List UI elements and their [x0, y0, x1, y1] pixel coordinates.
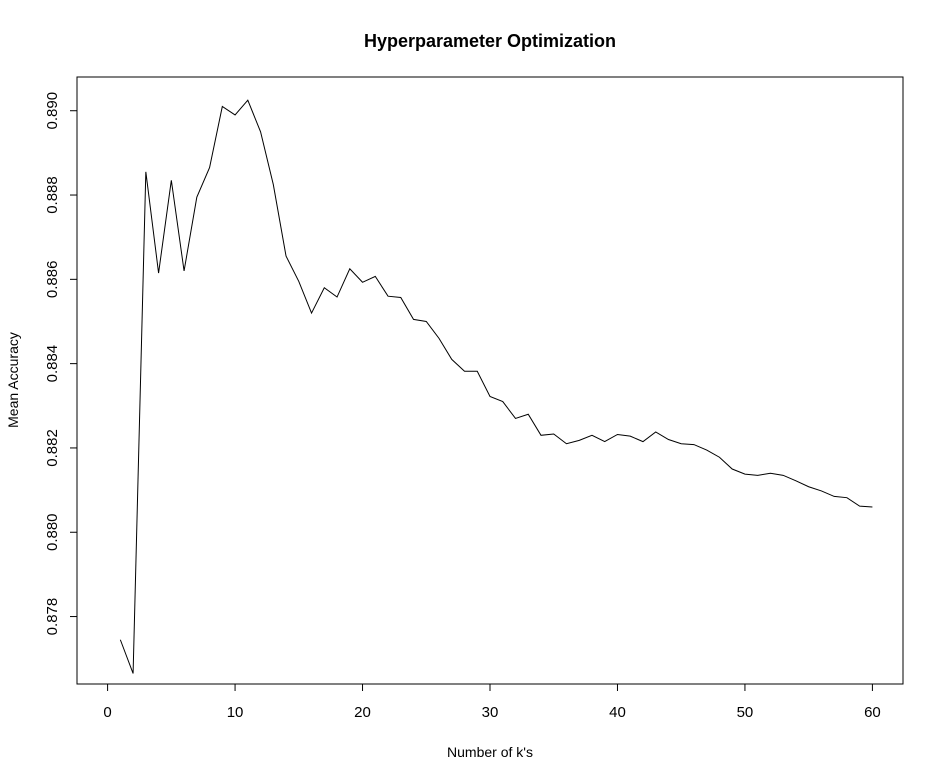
x-axis-title: Number of k's: [447, 744, 533, 760]
data-points: [119, 99, 874, 675]
x-tick-label: 40: [609, 704, 626, 721]
x-tick-label: 30: [482, 704, 499, 721]
y-tick-label: 0.880: [44, 513, 61, 551]
chart-title: Hyperparameter Optimization: [364, 31, 616, 51]
x-tick-label: 10: [227, 704, 244, 721]
y-tick-label: 0.878: [44, 598, 61, 636]
plot-border: [76, 76, 904, 685]
y-tick-label: 0.884: [44, 345, 61, 383]
y-axis-title: Mean Accuracy: [5, 332, 21, 428]
y-tick-label: 0.886: [44, 261, 61, 299]
y-tick-label: 0.888: [44, 176, 61, 214]
x-tick-label: 0: [103, 704, 111, 721]
x-tick-label: 20: [354, 704, 371, 721]
x-tick-label: 60: [864, 704, 881, 721]
y-tick-label: 0.882: [44, 429, 61, 467]
y-tick-label: 0.890: [44, 92, 61, 130]
x-tick-label: 50: [737, 704, 754, 721]
accuracy-line: [119, 99, 873, 674]
x-axis: 0 10 20 30 40 50 60: [103, 683, 881, 721]
y-axis: 0.878 0.880 0.882 0.884 0.886 0.888 0.890: [44, 92, 78, 636]
